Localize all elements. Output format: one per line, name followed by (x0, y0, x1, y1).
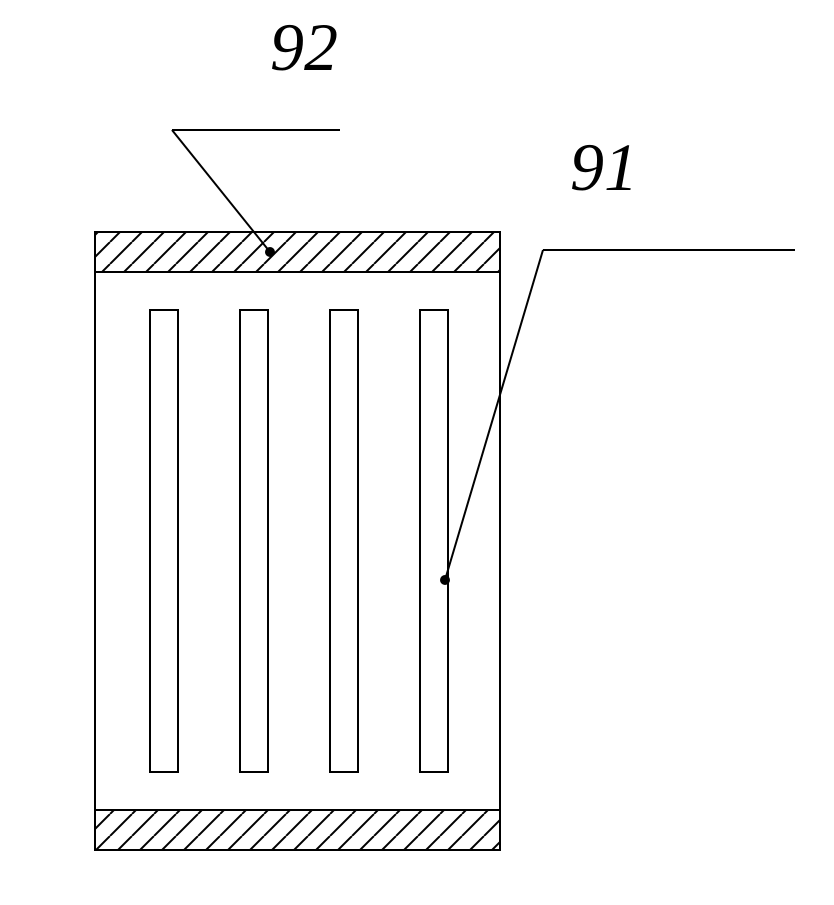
label-right: 91 (570, 129, 638, 205)
leader-right-dot (440, 575, 450, 585)
hatched-band-top (95, 232, 500, 272)
hatched-band-bottom (95, 810, 500, 850)
body-region (95, 272, 500, 810)
label-top: 92 (270, 9, 338, 85)
leader-top-dot (265, 247, 275, 257)
